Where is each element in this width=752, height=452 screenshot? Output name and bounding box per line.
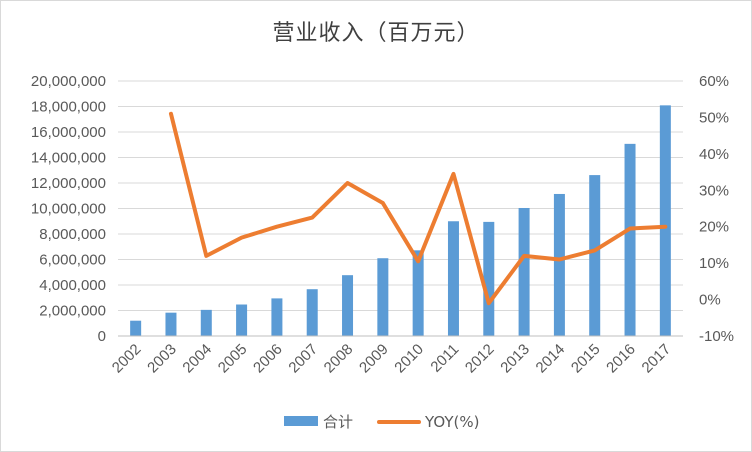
bar (447, 221, 459, 336)
left-axis-tick-label: 14,000,000 (31, 150, 106, 167)
bar (589, 175, 601, 336)
bar (659, 105, 671, 336)
legend-label-bar: 合计 (323, 413, 353, 431)
bar (200, 309, 212, 336)
chart-title: 营业收入（百万元） (272, 21, 480, 46)
right-axis-tick-label: 50% (699, 109, 729, 126)
x-axis-tick-label: 2015 (568, 341, 604, 377)
bar (412, 250, 424, 336)
x-axis-tick-label: 2012 (462, 341, 498, 377)
right-axis-tick-label: 10% (699, 255, 729, 272)
left-axis-tick-label: 2,000,000 (39, 303, 106, 320)
bar (377, 258, 389, 336)
bar (306, 289, 318, 336)
x-axis-tick-label: 2017 (639, 341, 675, 377)
x-axis-tick-label: 2010 (391, 341, 427, 377)
right-axis-tick-label: 60% (699, 73, 729, 90)
x-axis-tick-label: 2006 (250, 341, 286, 377)
left-axis-tick-label: 4,000,000 (39, 277, 106, 294)
left-axis-tick-label: 18,000,000 (31, 99, 106, 116)
left-axis-tick-label: 20,000,000 (31, 73, 106, 90)
left-axis-tick-label: 0 (98, 328, 106, 345)
left-axis-tick-label: 6,000,000 (39, 252, 106, 269)
right-axis-tick-label: 0% (699, 292, 721, 309)
bar (271, 298, 283, 336)
bar (624, 143, 636, 336)
bar (518, 207, 530, 336)
x-axis-tick-label: 2007 (285, 341, 321, 377)
right-axis-tick-label: 20% (699, 219, 729, 236)
right-axis-tick-label: 40% (699, 146, 729, 163)
bar (165, 312, 177, 336)
x-axis-tick-label: 2014 (533, 341, 569, 377)
left-axis-tick-label: 10,000,000 (31, 201, 106, 218)
left-axis-tick-label: 12,000,000 (31, 175, 106, 192)
legend-label-line: YOY(%) (424, 413, 479, 431)
x-axis-tick-label: 2005 (215, 341, 251, 377)
x-axis-tick-label: 2011 (427, 341, 462, 376)
legend-swatch-bar (284, 416, 318, 426)
x-axis-tick-label: 2013 (497, 341, 533, 377)
right-axis-tick-label: -10% (699, 328, 734, 345)
left-axis-tick-label: 16,000,000 (31, 124, 106, 141)
x-axis-tick-label: 2002 (109, 341, 145, 377)
right-axis-tick-label: 30% (699, 182, 729, 199)
bar (130, 320, 142, 336)
x-axis-tick-label: 2004 (179, 341, 215, 377)
left-axis-tick-label: 8,000,000 (39, 226, 106, 243)
bar (342, 275, 354, 336)
x-axis-tick-label: 2016 (603, 341, 639, 377)
bar (483, 221, 495, 336)
x-axis-tick-label: 2003 (144, 341, 180, 377)
x-axis-tick-label: 2008 (321, 341, 357, 377)
bar (553, 193, 565, 336)
bar (236, 304, 248, 336)
x-axis-tick-label: 2009 (356, 341, 392, 377)
